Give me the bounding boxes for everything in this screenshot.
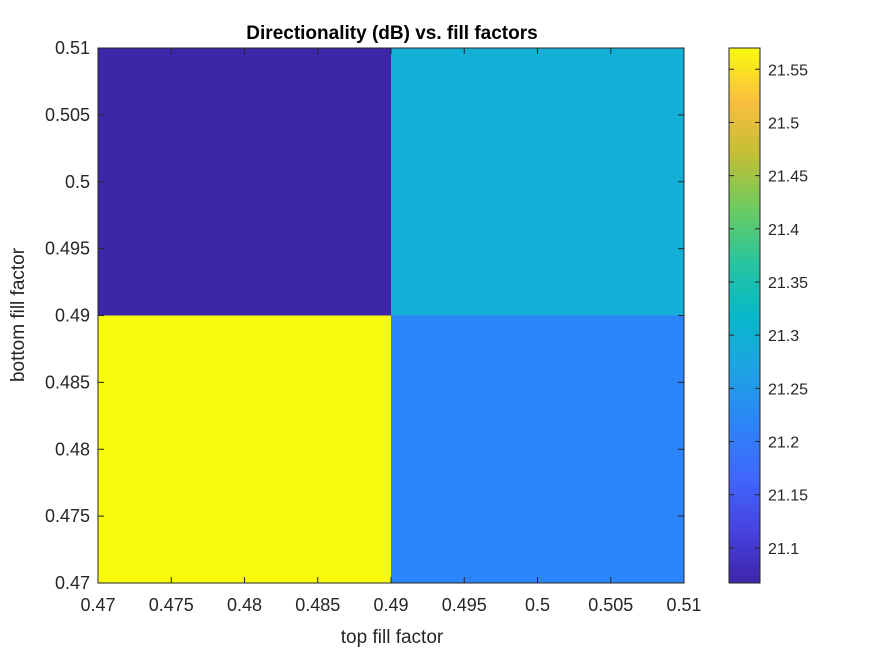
y-tick-label: 0.485 (45, 372, 90, 392)
x-tick-label: 0.475 (149, 595, 194, 615)
colorbar-tick-label: 21.3 (768, 328, 799, 345)
colorbar-tick-label: 21.45 (768, 169, 808, 186)
x-axis-label: top fill factor (341, 627, 444, 648)
x-tick-label: 0.47 (80, 595, 115, 615)
x-tick-label: 0.49 (373, 595, 408, 615)
colorbar-tick-label: 21.25 (768, 381, 808, 398)
colorbar-tick-label: 21.15 (768, 488, 808, 505)
colorbar-tick-label: 21.5 (768, 115, 799, 132)
y-tick-label: 0.49 (55, 306, 90, 326)
y-tick-label: 0.495 (45, 239, 90, 259)
x-tick-label: 0.485 (295, 595, 340, 615)
x-axis-ticks: 0.47 0.475 0.48 0.485 0.49 0.495 0.5 0.505 0.51 (80, 48, 702, 615)
colorbar (728, 47, 761, 584)
y-tick-label: 0.51 (55, 38, 90, 58)
y-tick-label: 0.475 (45, 506, 90, 526)
colorbar-ticks: 21.1 21.15 21.2 21.25 21.3 21.35 21.4 21.45 21.5… (729, 62, 808, 558)
y-tick-label: 0.505 (45, 105, 90, 125)
x-tick-label: 0.48 (227, 595, 262, 615)
colorbar-tick-label: 21.2 (768, 435, 799, 452)
y-axis-ticks: 0.47 0.475 0.48 0.485 0.49 0.495 0.5 0.505 0.51 (45, 38, 684, 593)
colorbar-tick-label: 21.55 (768, 62, 808, 79)
y-tick-label: 0.48 (55, 439, 90, 459)
heatmap-cell-3 (391, 48, 684, 316)
x-tick-label: 0.51 (666, 595, 701, 615)
x-tick-label: 0.5 (525, 595, 550, 615)
y-tick-label: 0.5 (65, 172, 90, 192)
heatmap-cells (98, 48, 684, 583)
y-tick-label: 0.47 (55, 573, 90, 593)
colorbar-tick-label: 21.1 (768, 541, 799, 558)
heatmap-cell-1 (391, 315, 684, 583)
colorbar-tick-label: 21.4 (768, 222, 799, 239)
chart-title: Directionality (dB) vs. fill factors (246, 23, 537, 44)
plot-area-frame (97, 47, 685, 584)
x-tick-label: 0.495 (442, 595, 487, 615)
colorbar-tick-label: 21.35 (768, 275, 808, 292)
heatmap-cell-0 (98, 315, 391, 583)
y-axis-label: bottom fill factor (8, 247, 29, 382)
x-tick-label: 0.505 (588, 595, 633, 615)
heatmap-cell-2 (98, 48, 391, 316)
